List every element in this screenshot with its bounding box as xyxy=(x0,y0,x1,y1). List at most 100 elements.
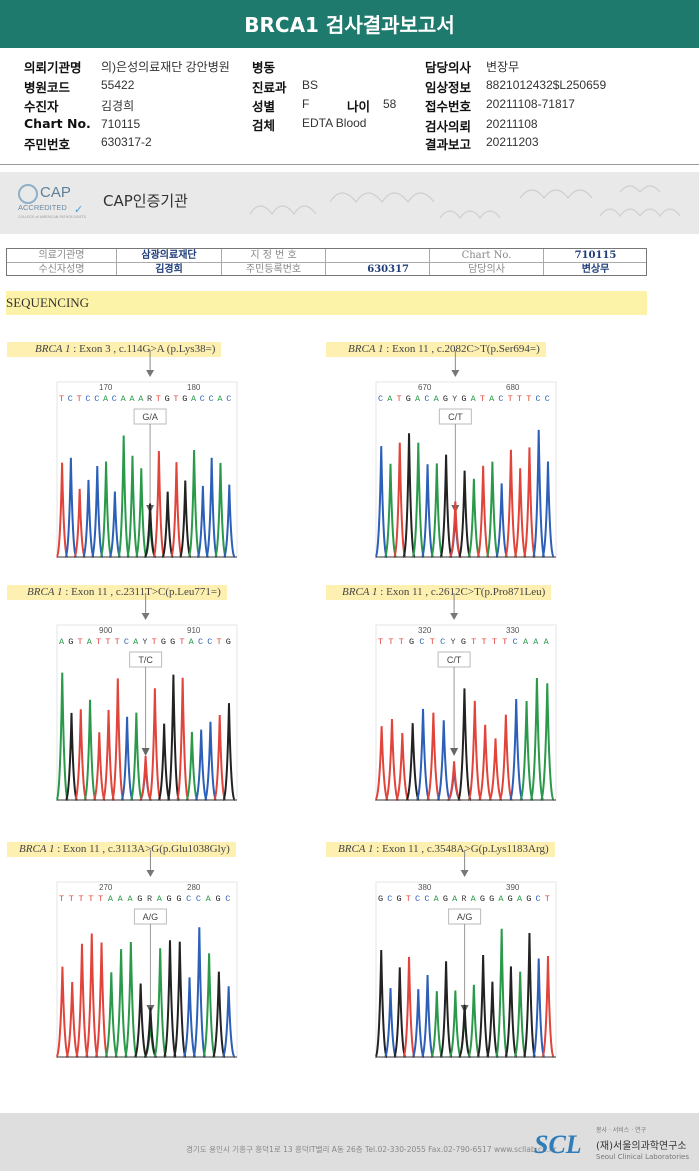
variant-arrow-head xyxy=(460,870,469,877)
base-call: T xyxy=(502,637,507,647)
trace-peak xyxy=(405,723,421,801)
cap-accreditation-band: CAP ACCREDITED ✓ COLLEGE of AMERICAN PAT… xyxy=(0,172,699,234)
position-label: 910 xyxy=(187,626,201,635)
position-label: 390 xyxy=(506,883,520,892)
trace-peak xyxy=(111,678,125,801)
cloud-pattern xyxy=(249,185,681,220)
pt-label-doctor: 담당의사 xyxy=(468,264,505,275)
base-call: C xyxy=(85,394,90,404)
base-call: R xyxy=(147,894,152,904)
trace-peak xyxy=(143,503,157,558)
pt-value-resident-no: 630317 xyxy=(367,264,409,275)
footer-tagline: 봉사 · 서비스 · 연구 xyxy=(596,1127,647,1134)
sequencing-title: SEQUENCING xyxy=(6,295,90,310)
trace-peak xyxy=(162,940,178,1058)
pt-value-designation xyxy=(326,249,429,262)
trace-peak xyxy=(457,688,472,801)
base-call: C xyxy=(209,394,214,404)
variant-label: BRCA 1 : Exon 11 , c.2311T>C(p.Leu771=) xyxy=(7,585,227,600)
trace-peak xyxy=(383,988,398,1058)
base-call: T xyxy=(397,394,402,404)
receipt-no-value: 20211108-71817 xyxy=(486,97,575,111)
call-arrow-head xyxy=(450,748,459,756)
trace-peak xyxy=(120,716,134,801)
base-call: G xyxy=(397,894,402,904)
variant-arrow-head xyxy=(450,613,459,620)
report-header-info: 의뢰기관명 의)은성의료재단 강안병원 병원코드 55422 수진자 김경희 C… xyxy=(0,48,699,166)
trace-peak xyxy=(129,712,144,801)
trace-peak xyxy=(504,966,518,1058)
trace-peak xyxy=(99,461,113,558)
trace-peak xyxy=(187,449,201,558)
trace-peak xyxy=(420,974,435,1058)
base-call: T xyxy=(399,637,404,647)
pt-label-resident-no: 주민등록번호 xyxy=(245,264,302,275)
base-call: G xyxy=(165,394,170,404)
base-call: R xyxy=(461,894,466,904)
base-call: T xyxy=(508,394,513,404)
cap-logo-mark xyxy=(18,184,38,204)
trace-peak xyxy=(504,449,518,558)
trace-peak xyxy=(541,955,555,1058)
base-call: A xyxy=(517,894,523,904)
trace-peak xyxy=(170,462,183,558)
base-call: A xyxy=(434,394,440,404)
cap-certified-text: CAP인증기관 xyxy=(103,192,188,210)
base-call: T xyxy=(482,637,487,647)
trace-peak xyxy=(477,724,493,801)
trace-peak xyxy=(539,683,555,801)
base-call: A xyxy=(121,394,127,404)
trace-peak xyxy=(211,971,226,1058)
base-call: T xyxy=(98,894,103,904)
base-call: A xyxy=(108,894,114,904)
doctor-value: 변장무 xyxy=(486,60,520,74)
trace-peak xyxy=(214,462,227,558)
trace-peak xyxy=(65,982,80,1058)
position-label: 670 xyxy=(418,383,432,392)
trace-peak xyxy=(439,454,453,558)
specimen-value: EDTA Blood xyxy=(302,116,367,130)
trace-peak xyxy=(374,726,390,801)
clinical-info-label: 임상정보 xyxy=(425,80,472,95)
trace-peak xyxy=(508,699,524,801)
trace-peak xyxy=(467,984,481,1058)
base-call: G xyxy=(182,394,187,404)
base-call: C xyxy=(112,394,117,404)
base-call: G xyxy=(443,894,448,904)
base-call: A xyxy=(103,394,109,404)
base-call: T xyxy=(430,637,435,647)
cap-logo-text: CAP xyxy=(40,184,71,201)
header-divider xyxy=(0,164,699,165)
trace-peak xyxy=(485,461,500,558)
base-call: Y xyxy=(452,394,457,404)
trace-peak xyxy=(485,981,500,1058)
genotype-call: A/G xyxy=(457,912,473,922)
base-call: G xyxy=(176,894,181,904)
trace-peak xyxy=(84,933,99,1058)
trace-peak xyxy=(73,488,87,558)
trace-peak xyxy=(172,941,187,1058)
base-call: A xyxy=(544,637,550,647)
pt-value-chart: 710115 xyxy=(574,250,617,261)
trace-peak xyxy=(134,468,148,558)
base-call: T xyxy=(545,894,550,904)
hospital-value: 의)은성의료재단 강안병원 xyxy=(101,60,230,74)
department-value: BS xyxy=(302,78,319,92)
position-label: 280 xyxy=(187,883,201,892)
chromatogram-panel-1: BRCA 1 : Exon 3 , c.114G>A (p.Lys38=) 17… xyxy=(7,342,307,582)
base-call: C xyxy=(424,894,429,904)
base-call: C xyxy=(198,637,203,647)
base-call: C xyxy=(440,637,445,647)
variant-arrow-head xyxy=(451,370,460,377)
trace-peak xyxy=(415,708,431,801)
base-call: T xyxy=(88,894,93,904)
sequencing-header: SEQUENCING xyxy=(6,291,647,315)
trace-peak xyxy=(531,429,546,558)
trace-peak xyxy=(522,933,537,1058)
base-call: A xyxy=(127,894,133,904)
variant-label: BRCA 1 : Exon 11 , c.3548A>G(p.Lys1183Ar… xyxy=(326,842,555,857)
